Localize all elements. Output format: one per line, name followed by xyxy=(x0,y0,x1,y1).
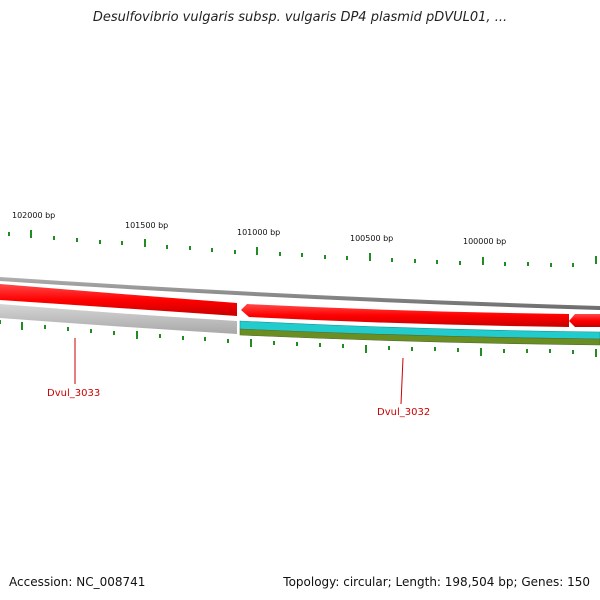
reverse-cds-olive xyxy=(239,328,600,346)
inner-ruler-ticks xyxy=(0,320,597,357)
gene-label[interactable]: Dvul_3033 xyxy=(47,388,100,399)
topology-summary: Topology: circular; Length: 198,504 bp; … xyxy=(283,575,590,589)
gene-label[interactable]: Dvul_3032 xyxy=(377,407,430,418)
gene-label-leader xyxy=(400,357,404,405)
ruler-label: 102000 bp xyxy=(12,211,55,220)
reverse-cds-gray xyxy=(0,304,237,334)
map-title: Desulfovibrio vulgaris subsp. vulgaris D… xyxy=(92,10,508,25)
ruler-label: 101000 bp xyxy=(237,228,280,237)
outer-ruler-ticks xyxy=(8,230,597,267)
outer-backbone-ring xyxy=(0,277,600,310)
accession-text: Accession: NC_008741 xyxy=(9,575,146,589)
ruler-label: 100000 bp xyxy=(463,237,506,246)
forward-cds-arrow xyxy=(241,304,569,327)
ruler-label: 100500 bp xyxy=(350,234,393,243)
forward-cds-arrow xyxy=(569,314,600,327)
forward-cds-arrow xyxy=(0,284,237,316)
ruler-label: 101500 bp xyxy=(125,221,168,230)
